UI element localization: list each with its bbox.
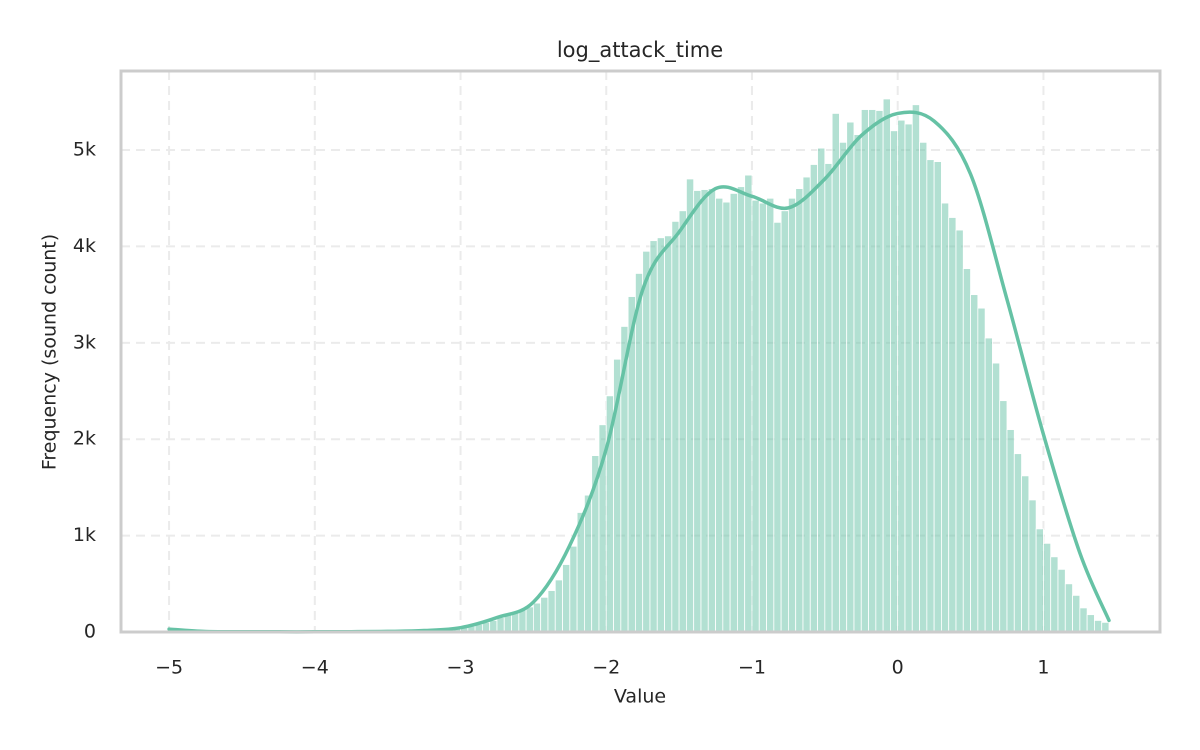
histogram-bar (540, 596, 549, 633)
histogram-bar (1028, 499, 1037, 633)
histogram-bar (809, 164, 818, 633)
histogram-bar (554, 579, 563, 633)
bars (168, 98, 1110, 633)
histogram-bar (671, 220, 680, 633)
histogram-bar (955, 229, 964, 633)
histogram-bar (933, 161, 942, 633)
histogram-bar (489, 620, 498, 633)
x-axis-label: Value (614, 686, 666, 708)
histogram-bar (1064, 583, 1073, 633)
y-tick-label: 2k (73, 428, 96, 450)
histogram-bar (744, 174, 753, 633)
histogram-bar (715, 197, 724, 633)
histogram-bar (911, 104, 920, 633)
x-tick-label: −2 (592, 657, 620, 679)
histogram-bar (977, 307, 986, 633)
histogram-bar (1013, 453, 1022, 633)
histogram-bar (547, 590, 556, 633)
x-tick-label: −4 (301, 657, 329, 679)
y-axis-label: Frequency (sound count) (39, 234, 61, 470)
histogram-bar (992, 362, 1001, 633)
histogram-bar (569, 545, 578, 633)
histogram-bar (904, 123, 913, 633)
histogram-bar (817, 147, 826, 633)
histogram-bar (941, 202, 950, 633)
histogram-bar (948, 217, 957, 633)
histogram-bar (562, 564, 571, 633)
histogram-bar (984, 337, 993, 633)
histogram-bar (882, 98, 891, 633)
histogram-bar (1021, 475, 1030, 633)
x-tick-label: −1 (738, 657, 766, 679)
y-tick-label: 1k (73, 524, 96, 546)
histogram-bar (634, 273, 644, 633)
histogram-bar (649, 240, 658, 633)
histogram-bar (1094, 620, 1103, 633)
histogram-bar (962, 268, 971, 633)
histogram-bar (496, 617, 505, 633)
histogram-bar (518, 609, 527, 633)
histogram-bar (919, 141, 928, 633)
histogram-bar (693, 190, 702, 633)
histogram-bar (1079, 607, 1088, 633)
histogram-bar (642, 250, 651, 633)
histogram-bar (532, 602, 542, 633)
histogram-bar (824, 163, 833, 633)
histogram-bar (729, 193, 738, 633)
histogram-bar (831, 113, 840, 633)
histogram-bar (926, 159, 935, 633)
histogram-bar (780, 210, 789, 633)
x-tick-label: 0 (892, 657, 904, 679)
histogram-bar (700, 189, 709, 633)
y-tick-label: 3k (73, 331, 96, 353)
histogram-bar (868, 109, 877, 633)
x-tick-label: −3 (447, 657, 475, 679)
histogram-bar (766, 197, 775, 633)
histogram-bar (707, 188, 716, 633)
histogram-bar (678, 210, 687, 633)
histogram-bar (1043, 542, 1052, 633)
x-tick-label: 1 (1037, 657, 1049, 679)
histogram-bar (722, 201, 731, 633)
chart-title: log_attack_time (557, 38, 723, 63)
histogram-bar (664, 235, 673, 633)
y-tick-label: 5k (73, 139, 96, 161)
histogram-bar (795, 188, 804, 633)
histogram-bar (758, 202, 767, 633)
histogram-bar (839, 141, 848, 633)
histogram-bar (503, 614, 512, 633)
plot-frame (119, 69, 1162, 634)
histogram-bar (875, 110, 884, 633)
histogram-bar (897, 119, 906, 633)
histogram-bar (737, 186, 746, 633)
histogram-bar (686, 178, 695, 633)
x-tick-label: −5 (155, 657, 183, 679)
histogram-bar (860, 109, 869, 633)
histogram-bar (1006, 429, 1015, 633)
histogram-bar (970, 294, 979, 633)
histogram-bar (1086, 614, 1095, 633)
histogram-bar (583, 494, 593, 633)
histogram-bar (788, 197, 797, 633)
histogram-bar (511, 612, 520, 633)
y-tick-label: 4k (73, 235, 96, 257)
histogram-bar (999, 400, 1008, 633)
histogram-bar (1035, 528, 1044, 633)
histogram-bar (525, 606, 534, 633)
histogram-bar (656, 237, 665, 633)
histogram-bar (890, 130, 899, 633)
histogram-bar (1050, 556, 1059, 633)
histogram-bar (1072, 594, 1081, 633)
histogram-bar (1057, 568, 1066, 633)
histogram-bar (751, 199, 760, 633)
histogram-bar (773, 221, 782, 633)
histogram-bar (853, 134, 862, 633)
y-tick-label: 0 (84, 621, 96, 643)
histogram-bar (802, 176, 811, 633)
histogram-bar (846, 121, 855, 633)
